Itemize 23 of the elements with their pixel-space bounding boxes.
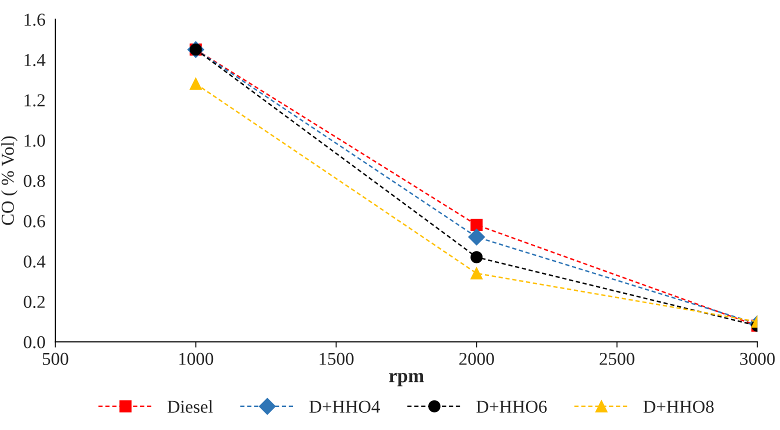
y-tick-label: 0.2: [24, 296, 45, 308]
x-axis-title: rpm: [389, 372, 424, 386]
legend-label: D+HHO6: [476, 400, 547, 413]
legend-label: D+HHO8: [643, 400, 714, 413]
point: [468, 228, 485, 246]
y-axis-title: CO ( % Vol): [1, 136, 18, 225]
y-tick-label: 1.6: [24, 14, 46, 26]
y-tick-label: 0.4: [24, 255, 46, 268]
x-tick-label: 1000: [179, 352, 214, 365]
x-tick-label: 500: [42, 352, 68, 365]
x-tick-label: 1500: [320, 352, 354, 365]
x-tick-label: 2000: [459, 352, 494, 365]
y-tick-label: 0.6: [24, 215, 46, 228]
y-tick-label: 1.4: [24, 54, 46, 66]
x-tick-label: 2500: [600, 352, 634, 365]
y-tick-label: 1.2: [24, 94, 45, 106]
y-tick-label: 0.8: [24, 174, 45, 188]
point: [190, 78, 202, 90]
legend-label: D+HHO4: [309, 400, 380, 413]
legend-label: Diesel: [168, 400, 213, 413]
y-tick-label: 0.0: [24, 336, 45, 348]
x-tick-label: 3000: [740, 352, 775, 365]
y-tick-label: 1.0: [24, 134, 45, 147]
